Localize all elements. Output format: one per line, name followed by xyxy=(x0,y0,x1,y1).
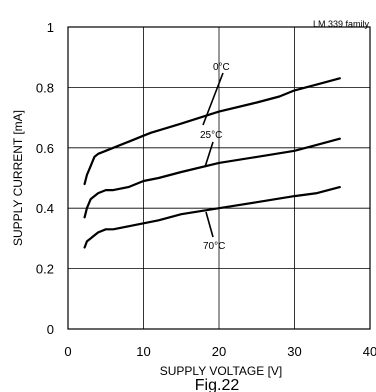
x-tick-label: 40 xyxy=(363,344,376,359)
series-label: 0°C xyxy=(213,62,230,73)
y-tick-label: 0.6 xyxy=(36,141,54,156)
chart-note: LM 339 family xyxy=(313,19,370,29)
x-tick-label: 20 xyxy=(212,344,226,359)
y-axis-title: SUPPLY CURRENT [mA] xyxy=(11,110,25,246)
y-tick-label: 1 xyxy=(47,20,54,35)
y-tick-label: 0.4 xyxy=(36,201,54,216)
series-group xyxy=(83,77,341,249)
plot-frame xyxy=(67,26,371,330)
y-tick-label: 0.2 xyxy=(36,262,54,277)
curve-label-leader xyxy=(205,211,214,238)
series-label: 70°C xyxy=(203,241,225,252)
series-line xyxy=(83,186,341,249)
series-label: 25°C xyxy=(200,130,222,141)
y-tick-label: 0 xyxy=(47,322,54,337)
tick-labels: 0 10 20 30 40 0 0.2 0.4 0.6 0.8 1 xyxy=(36,20,376,359)
x-axis-title: SUPPLY VOLTAGE [V] xyxy=(160,364,283,378)
x-tick-label: 30 xyxy=(287,344,301,359)
x-tick-label: 10 xyxy=(136,344,150,359)
figure-caption: Fig.22 xyxy=(195,377,240,392)
y-tick-label: 0.8 xyxy=(36,80,54,95)
curve-label-leader xyxy=(204,141,214,168)
series-line xyxy=(83,137,341,219)
annotations: 0°C 25°C 70°C xyxy=(200,62,230,252)
series-line xyxy=(83,77,341,186)
x-tick-label: 0 xyxy=(64,344,71,359)
curve-label-leader xyxy=(202,72,224,126)
